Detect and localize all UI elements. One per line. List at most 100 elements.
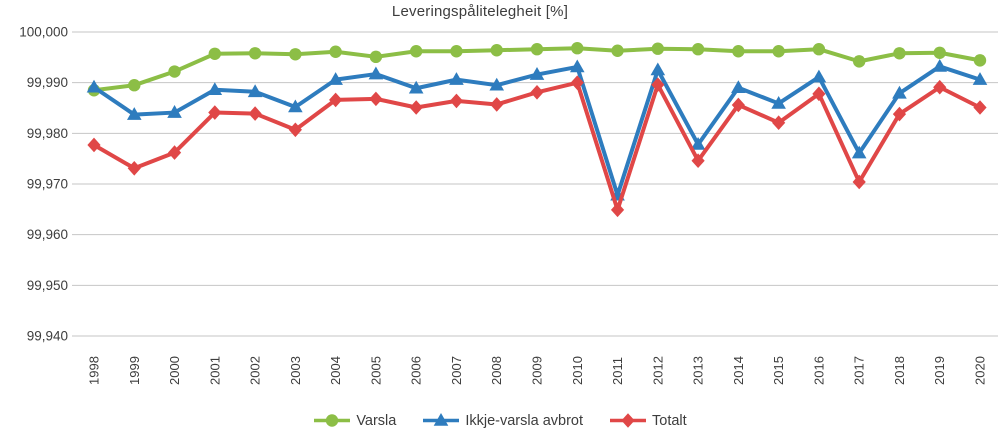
series-marker-ikkje-varsla-avbrot bbox=[811, 69, 827, 83]
series-marker-varsla bbox=[933, 46, 946, 59]
legend-circle-icon bbox=[314, 414, 351, 427]
series-marker-varsla bbox=[571, 42, 584, 55]
series-marker-varsla bbox=[812, 43, 826, 56]
x-tick-label: 2019 bbox=[932, 356, 947, 385]
x-tick-label: 2003 bbox=[288, 356, 303, 385]
x-tick-label: 2012 bbox=[650, 356, 665, 385]
series-marker-totalt bbox=[87, 137, 101, 153]
y-tick-label: 99,940 bbox=[27, 329, 68, 344]
series-marker-totalt bbox=[852, 174, 866, 190]
series-marker-ikkje-varsla-avbrot bbox=[731, 80, 746, 94]
series-marker-ikkje-varsla-avbrot bbox=[489, 77, 505, 91]
legend-item-totalt: Totalt bbox=[609, 412, 687, 429]
series-marker-totalt bbox=[167, 145, 182, 160]
series-marker-ikkje-varsla-avbrot bbox=[771, 95, 786, 109]
series-marker-totalt bbox=[651, 77, 665, 92]
legend-triangle-icon bbox=[434, 413, 449, 426]
legend-label: Ikkje-varsla avbrot bbox=[465, 412, 583, 429]
series-marker-varsla bbox=[530, 43, 544, 56]
series-marker-ikkje-varsla-avbrot bbox=[408, 80, 424, 94]
series-marker-ikkje-varsla-avbrot bbox=[207, 82, 223, 96]
series-marker-varsla bbox=[973, 54, 987, 67]
x-tick-label: 2005 bbox=[368, 356, 383, 385]
x-tick-label: 2004 bbox=[328, 356, 343, 385]
series-marker-varsla bbox=[289, 48, 302, 61]
series-marker-totalt bbox=[772, 115, 786, 130]
chart-legend: Varsla Ikkje-varsla avbrot Totalt bbox=[0, 412, 1000, 429]
series-marker-varsla bbox=[611, 44, 624, 57]
series-marker-ikkje-varsla-avbrot bbox=[932, 58, 948, 72]
series-marker-varsla bbox=[772, 45, 785, 58]
series-marker-totalt bbox=[812, 86, 826, 102]
series-marker-varsla bbox=[893, 47, 906, 60]
x-tick-label: 2015 bbox=[771, 356, 786, 385]
x-tick-label: 2009 bbox=[530, 356, 545, 385]
series-marker-totalt bbox=[530, 84, 544, 100]
y-tick-label: 100,000 bbox=[19, 25, 68, 40]
x-tick-label: 2007 bbox=[449, 356, 464, 385]
series-marker-totalt bbox=[610, 202, 625, 218]
series-marker-varsla bbox=[369, 50, 383, 64]
series-marker-ikkje-varsla-avbrot bbox=[892, 85, 907, 99]
series-marker-totalt bbox=[288, 122, 302, 138]
y-tick-label: 99,980 bbox=[27, 126, 68, 141]
x-tick-label: 2002 bbox=[248, 356, 263, 385]
series-marker-totalt bbox=[490, 97, 504, 112]
series-marker-varsla bbox=[852, 55, 866, 68]
series-marker-ikkje-varsla-avbrot bbox=[288, 99, 303, 113]
series-marker-totalt bbox=[933, 79, 947, 95]
x-tick-label: 2013 bbox=[691, 356, 706, 385]
series-marker-ikkje-varsla-avbrot bbox=[449, 72, 464, 85]
series-marker-varsla bbox=[208, 47, 222, 60]
series-marker-varsla bbox=[450, 45, 463, 58]
y-tick-label: 99,950 bbox=[27, 278, 68, 293]
legend-diamond-icon bbox=[610, 413, 646, 428]
series-marker-totalt bbox=[892, 106, 907, 122]
x-tick-label: 2016 bbox=[811, 356, 826, 385]
series-marker-varsla bbox=[691, 43, 705, 56]
series-marker-ikkje-varsla-avbrot bbox=[368, 66, 384, 80]
x-tick-label: 2001 bbox=[207, 356, 222, 385]
series-marker-ikkje-varsla-avbrot bbox=[167, 105, 182, 118]
x-tick-label: 2020 bbox=[973, 356, 988, 385]
series-marker-ikkje-varsla-avbrot bbox=[569, 59, 585, 73]
legend-item-varsla: Varsla bbox=[313, 412, 396, 429]
x-tick-label: 2017 bbox=[852, 356, 867, 385]
x-tick-label: 2008 bbox=[489, 356, 504, 385]
series-marker-ikkje-varsla-avbrot bbox=[972, 72, 988, 85]
series-marker-varsla bbox=[651, 42, 665, 55]
series-marker-totalt bbox=[369, 91, 383, 107]
chart-title: Leveringspålitelegheit [%] bbox=[391, 3, 569, 20]
series-marker-totalt bbox=[329, 92, 343, 108]
y-tick-label: 99,960 bbox=[27, 227, 68, 242]
series-marker-varsla bbox=[490, 44, 503, 57]
series-marker-ikkje-varsla-avbrot bbox=[126, 107, 142, 120]
x-tick-label: 1999 bbox=[127, 356, 142, 385]
series-marker-varsla bbox=[409, 45, 423, 58]
series-marker-totalt bbox=[691, 153, 705, 168]
x-tick-label: 2000 bbox=[167, 356, 182, 385]
legend-label: Totalt bbox=[652, 412, 687, 429]
legend-triangle-icon bbox=[423, 413, 460, 426]
series-marker-totalt bbox=[208, 105, 222, 120]
series-line-totalt bbox=[92, 80, 982, 212]
series-marker-ikkje-varsla-avbrot bbox=[328, 72, 343, 85]
series-marker-ikkje-varsla-avbrot bbox=[247, 84, 263, 98]
series-marker-varsla bbox=[329, 45, 342, 58]
x-tick-label: 2014 bbox=[731, 356, 746, 385]
legend-item-ikkje-varsla-avbrot: Ikkje-varsla avbrot bbox=[422, 412, 583, 429]
series-marker-ikkje-varsla-avbrot bbox=[529, 67, 545, 80]
x-tick-label: 2010 bbox=[570, 356, 585, 385]
series-marker-totalt bbox=[731, 97, 745, 113]
y-tick-label: 99,970 bbox=[27, 177, 68, 192]
series-marker-totalt bbox=[973, 100, 987, 115]
series-marker-totalt bbox=[449, 93, 464, 109]
series-marker-varsla bbox=[732, 45, 745, 58]
x-tick-label: 1998 bbox=[87, 356, 102, 385]
x-tick-label: 2011 bbox=[610, 357, 625, 385]
series-marker-varsla bbox=[168, 65, 181, 78]
series-marker-ikkje-varsla-avbrot bbox=[86, 79, 102, 93]
legend-label: Varsla bbox=[356, 412, 397, 429]
